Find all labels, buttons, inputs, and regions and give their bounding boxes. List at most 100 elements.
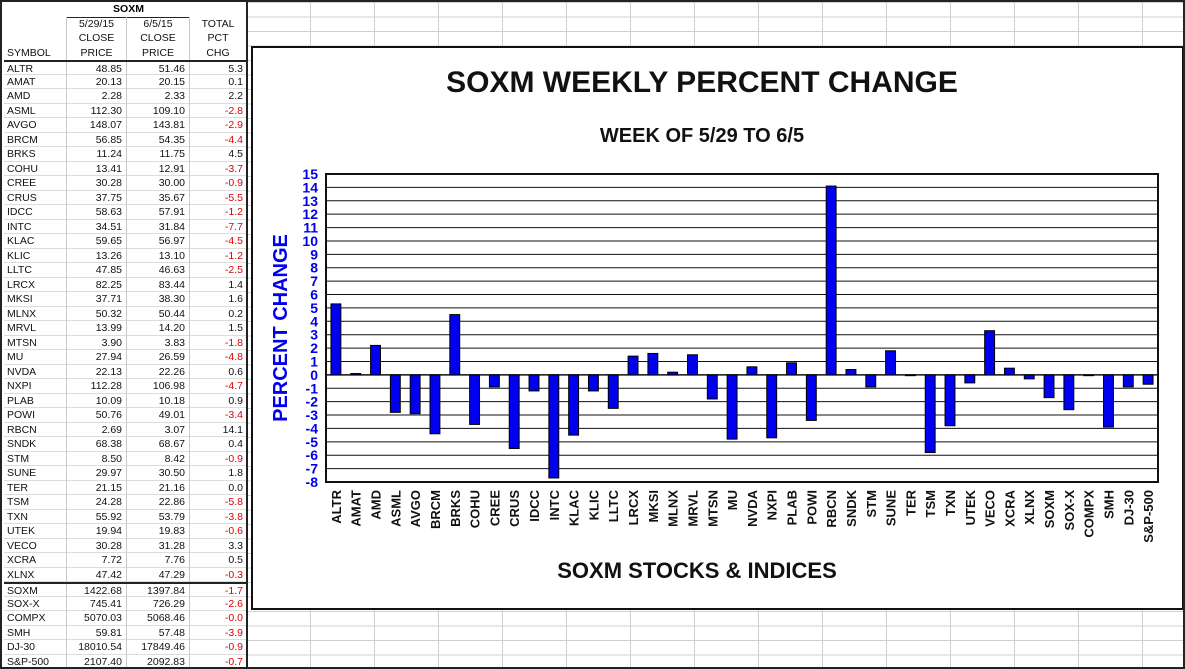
cell-close[interactable]: 5068.46	[127, 611, 190, 626]
table-row[interactable]: MU 27.94 26.59 -4.8	[4, 350, 246, 365]
cell-symbol[interactable]: MTSN	[4, 335, 67, 350]
cell-pct-change[interactable]: -2.9	[224, 119, 243, 131]
cell-symbol[interactable]: MRVL	[4, 321, 67, 336]
cell-symbol[interactable]: MU	[4, 350, 67, 365]
cell-close[interactable]: 20.15	[127, 74, 190, 89]
cell-prev-close[interactable]: 50.32	[67, 306, 127, 321]
cell-symbol[interactable]: ALTR	[4, 62, 67, 77]
table-row[interactable]: MKSI 37.71 38.30 1.6	[4, 292, 246, 307]
table-row[interactable]: ASML 112.30 109.10 -2.8	[4, 103, 246, 118]
cell-pct-change[interactable]: -2.5	[224, 264, 243, 276]
table-row[interactable]: MRVL 13.99 14.20 1.5	[4, 321, 246, 336]
cell-pct-change[interactable]: -7.7	[224, 220, 243, 233]
cell-prev-close[interactable]: 47.42	[67, 567, 127, 582]
cell-pct-change[interactable]: 0.4	[228, 438, 243, 450]
cell-close[interactable]: 35.67	[127, 190, 190, 205]
cell-prev-close[interactable]: 2107.40	[67, 654, 127, 667]
cell-symbol[interactable]: SMH	[4, 625, 67, 640]
cell-prev-close[interactable]: 48.85	[67, 62, 127, 77]
cell-close[interactable]: 46.63	[127, 263, 190, 278]
cell-close[interactable]: 2092.83	[127, 654, 190, 667]
table-row[interactable]: UTEK 19.94 19.83 -0.6	[4, 524, 246, 539]
cell-close[interactable]: 12.91	[127, 161, 190, 176]
cell-close[interactable]: 109.10	[127, 103, 190, 118]
table-row[interactable]: NVDA 22.13 22.26 0.6	[4, 364, 246, 379]
cell-symbol[interactable]: POWI	[4, 408, 67, 423]
cell-prev-close[interactable]: 11.24	[67, 147, 127, 162]
cell-pct-change[interactable]: 0.0	[228, 481, 243, 494]
cell-symbol[interactable]: BRCM	[4, 132, 67, 147]
cell-symbol[interactable]: COMPX	[4, 611, 67, 626]
cell-prev-close[interactable]: 3.90	[67, 335, 127, 350]
cell-prev-close[interactable]: 1422.68	[67, 584, 127, 599]
table-row[interactable]: COHU 13.41 12.91 -3.7	[4, 161, 246, 176]
cell-symbol[interactable]: CRUS	[4, 190, 67, 205]
cell-symbol[interactable]: CREE	[4, 176, 67, 191]
cell-symbol[interactable]: LRCX	[4, 277, 67, 292]
cell-symbol[interactable]: TSM	[4, 495, 67, 510]
table-row[interactable]: LLTC 47.85 46.63 -2.5	[4, 263, 246, 278]
cell-close[interactable]: 22.26	[127, 364, 190, 379]
cell-symbol[interactable]: AVGO	[4, 118, 67, 133]
cell-prev-close[interactable]: 47.85	[67, 263, 127, 278]
cell-pct-change[interactable]: -3.4	[224, 409, 243, 421]
cell-pct-change[interactable]: -3.9	[224, 626, 243, 639]
cell-prev-close[interactable]: 55.92	[67, 509, 127, 524]
cell-prev-close[interactable]: 37.71	[67, 292, 127, 307]
cell-close[interactable]: 13.10	[127, 248, 190, 263]
cell-symbol[interactable]: XLNX	[4, 567, 67, 582]
table-row[interactable]: ALTR 48.85 51.46 5.3	[4, 60, 246, 77]
table-row[interactable]: KLIC 13.26 13.10 -1.2	[4, 248, 246, 263]
cell-prev-close[interactable]: 56.85	[67, 132, 127, 147]
cell-prev-close[interactable]: 22.13	[67, 364, 127, 379]
cell-close[interactable]: 17849.46	[127, 640, 190, 655]
table-row[interactable]: AMAT 20.13 20.15 0.1	[4, 74, 246, 89]
cell-symbol[interactable]: S&P-500	[4, 654, 67, 667]
cell-pct-change[interactable]: 5.3	[228, 63, 243, 75]
table-row[interactable]: SUNE 29.97 30.50 1.8	[4, 466, 246, 481]
cell-symbol[interactable]: VECO	[4, 538, 67, 553]
cell-close[interactable]: 51.46	[127, 62, 190, 77]
cell-symbol[interactable]: SOX-X	[4, 596, 67, 611]
table-row[interactable]: SNDK 68.38 68.67 0.4	[4, 437, 246, 452]
cell-close[interactable]: 22.86	[127, 495, 190, 510]
chart-area[interactable]: SOXM WEEKLY PERCENT CHANGE WEEK OF 5/29 T…	[251, 46, 1183, 610]
cell-close[interactable]: 50.44	[127, 306, 190, 321]
cell-close[interactable]: 68.67	[127, 437, 190, 452]
cell-prev-close[interactable]: 21.15	[67, 480, 127, 495]
cell-prev-close[interactable]: 27.94	[67, 350, 127, 365]
table-row[interactable]: MLNX 50.32 50.44 0.2	[4, 306, 246, 321]
cell-close[interactable]: 7.76	[127, 553, 190, 568]
cell-close[interactable]: 30.00	[127, 176, 190, 191]
cell-symbol[interactable]: LLTC	[4, 263, 67, 278]
cell-close[interactable]: 26.59	[127, 350, 190, 365]
cell-pct-change[interactable]: -2.8	[224, 104, 243, 117]
cell-symbol[interactable]: STM	[4, 451, 67, 466]
cell-pct-change[interactable]: -4.7	[224, 380, 243, 392]
cell-pct-change[interactable]: -1.2	[224, 206, 243, 218]
cell-prev-close[interactable]: 59.81	[67, 625, 127, 640]
table-row[interactable]: XLNX 47.42 47.29 -0.3	[4, 567, 246, 582]
cell-symbol[interactable]: BRKS	[4, 147, 67, 162]
cell-pct-change[interactable]: -5.5	[224, 191, 243, 204]
cell-symbol[interactable]: MLNX	[4, 306, 67, 321]
cell-close[interactable]: 83.44	[127, 277, 190, 292]
cell-close[interactable]: 8.42	[127, 451, 190, 466]
cell-close[interactable]: 14.20	[127, 321, 190, 336]
table-row[interactable]: POWI 50.76 49.01 -3.4	[4, 408, 246, 423]
cell-pct-change[interactable]: -0.9	[224, 641, 243, 653]
cell-symbol[interactable]: SUNE	[4, 466, 67, 481]
cell-prev-close[interactable]: 50.76	[67, 408, 127, 423]
cell-pct-change[interactable]: -3.7	[224, 162, 243, 175]
cell-prev-close[interactable]: 2.69	[67, 422, 127, 437]
table-row[interactable]: NXPI 112.28 106.98 -4.7	[4, 379, 246, 394]
cell-symbol[interactable]: AMD	[4, 89, 67, 104]
table-row[interactable]: S&P-500 2107.40 2092.83 -0.7	[4, 654, 246, 667]
table-row[interactable]: STM 8.50 8.42 -0.9	[4, 451, 246, 466]
cell-close[interactable]: 38.30	[127, 292, 190, 307]
cell-close[interactable]: 57.48	[127, 625, 190, 640]
table-row[interactable]: IDCC 58.63 57.91 -1.2	[4, 205, 246, 220]
cell-prev-close[interactable]: 20.13	[67, 74, 127, 89]
cell-pct-change[interactable]: 1.5	[228, 322, 243, 334]
cell-pct-change[interactable]: -4.8	[224, 351, 243, 363]
